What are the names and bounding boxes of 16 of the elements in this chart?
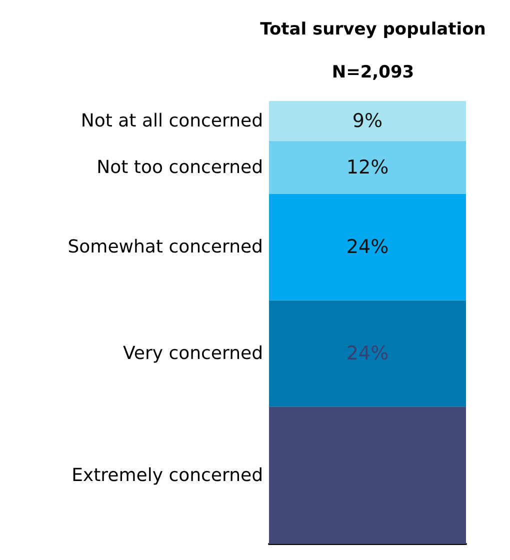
series-label: Not at all concerned xyxy=(80,110,263,132)
chart-subtitle: N=2,093 xyxy=(332,62,414,82)
bar xyxy=(269,406,466,544)
chart-title: Total survey population xyxy=(260,20,486,40)
bar xyxy=(269,300,466,407)
series-label: Somewhat concerned xyxy=(68,236,263,258)
series-label: Extremely concerned xyxy=(72,464,263,486)
data-label: 12% xyxy=(346,156,389,178)
data-label: 24% xyxy=(346,342,389,365)
data-label: 24% xyxy=(346,236,389,258)
bar xyxy=(269,101,466,141)
bar xyxy=(269,140,466,194)
series-label: Very concerned xyxy=(122,343,263,364)
bar xyxy=(269,194,466,300)
series-label: Not too concerned xyxy=(96,156,263,178)
data-label: 9% xyxy=(352,110,383,132)
